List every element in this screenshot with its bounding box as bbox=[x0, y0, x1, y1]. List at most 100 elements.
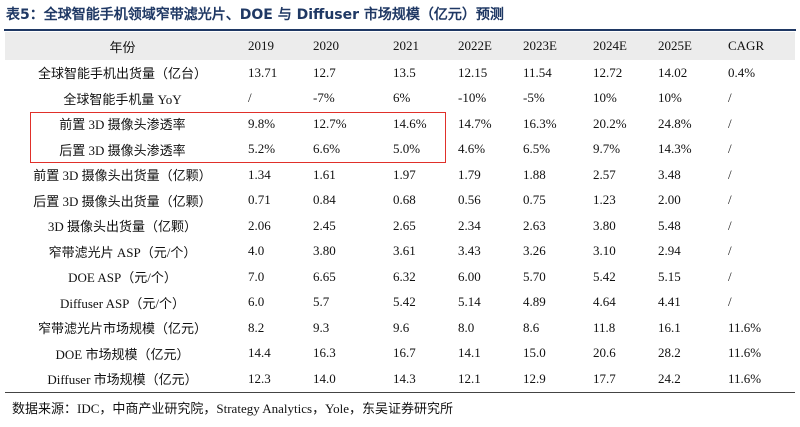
cell: -5% bbox=[523, 90, 545, 106]
table-row: Diffuser ASP（元/个） 6.0 5.7 5.42 5.14 4.89 4.64 4… bbox=[5, 290, 795, 316]
cell: 6.00 bbox=[458, 268, 481, 284]
cell: 3.61 bbox=[393, 243, 416, 259]
cell: 1.23 bbox=[593, 192, 616, 208]
cell: 2024E bbox=[585, 32, 650, 60]
cell: 20.2% bbox=[593, 115, 627, 131]
cell: 5.15 bbox=[658, 268, 681, 284]
cell: 9.6 bbox=[393, 319, 410, 335]
cell: 14.7% bbox=[458, 115, 492, 131]
table-row: DOE ASP（元/个） 7.0 6.65 6.32 6.00 5.70 5.42 5.15 / bbox=[5, 264, 795, 290]
cell: 11.6% bbox=[728, 319, 762, 335]
cell: 6.65 bbox=[313, 268, 336, 284]
cell: 2022E bbox=[450, 32, 515, 60]
cell: 14.4 bbox=[248, 345, 271, 361]
cell: / bbox=[728, 217, 732, 233]
cell: 2.34 bbox=[458, 217, 481, 233]
row-label: 前置 3D 摄像头出货量（亿颗） bbox=[33, 168, 212, 184]
row-label: Diffuser ASP（元/个） bbox=[59, 295, 186, 311]
cell: 6.0 bbox=[248, 294, 265, 310]
cell: 7.0 bbox=[248, 268, 265, 284]
table-row: 窄带滤光片 ASP（元/个） 4.0 3.80 3.61 3.43 3.26 3.10 2.9… bbox=[5, 239, 795, 265]
cell: 6.32 bbox=[393, 268, 416, 284]
cell: 12.15 bbox=[458, 64, 488, 80]
cell: 6.5% bbox=[523, 141, 551, 157]
cell: 4.41 bbox=[658, 294, 681, 310]
cell: 11.8 bbox=[593, 319, 616, 335]
cell: 9.8% bbox=[248, 115, 276, 131]
cell: 14.6% bbox=[393, 115, 427, 131]
table-row: 前置 3D 摄像头渗透率 9.8% 12.7% 14.6% 14.7% 16.3% 20.2… bbox=[5, 111, 795, 137]
cell: 14.1 bbox=[458, 345, 481, 361]
cell: 2.63 bbox=[523, 217, 546, 233]
cell: 16.7 bbox=[393, 345, 416, 361]
cell: 8.6 bbox=[523, 319, 540, 335]
cell: 10% bbox=[593, 90, 617, 106]
cell: 20.6 bbox=[593, 345, 616, 361]
table-row: 全球智能手机出货量（亿台） 13.71 12.7 13.5 12.15 11.54 12.7… bbox=[5, 60, 795, 86]
cell: 12.7% bbox=[313, 115, 347, 131]
cell: -10% bbox=[458, 90, 487, 106]
cell: 11.6% bbox=[728, 345, 762, 361]
cell: 2020 bbox=[305, 32, 385, 60]
cell: 2.94 bbox=[658, 243, 681, 259]
cell: 0.56 bbox=[458, 192, 481, 208]
cell: / bbox=[728, 141, 732, 157]
cell: 2023E bbox=[515, 32, 585, 60]
table-row: 全球智能手机量 YoY / -7% 6% -10% -5% 10% 10% / bbox=[5, 86, 795, 112]
cell: 1.88 bbox=[523, 166, 546, 182]
cell: 11.6% bbox=[720, 366, 795, 393]
header-row: 年份 2019 2020 2021 2022E 2023E 2024E 2025E CAGR bbox=[5, 32, 795, 60]
cell: 12.7 bbox=[313, 64, 336, 80]
cell: 9.3 bbox=[313, 319, 330, 335]
cell: 3.10 bbox=[593, 243, 616, 259]
cell: 16.3% bbox=[523, 115, 557, 131]
cell: 5.48 bbox=[658, 217, 681, 233]
row-label: 3D 摄像头出货量（亿颗） bbox=[47, 219, 198, 235]
row-label: 年份 bbox=[5, 32, 240, 60]
title-rule bbox=[4, 29, 796, 31]
cell: 2.57 bbox=[593, 166, 616, 182]
cell: 3.43 bbox=[458, 243, 481, 259]
cell: 14.3 bbox=[385, 366, 450, 393]
table-row: Diffuser 市场规模（亿元） 12.3 14.0 14.3 12.1 12.9 17.… bbox=[5, 366, 795, 393]
row-label: 前置 3D 摄像头渗透率 bbox=[59, 117, 186, 133]
cell: 8.0 bbox=[458, 319, 475, 335]
cell: 13.5 bbox=[393, 64, 416, 80]
cell: / bbox=[728, 90, 732, 106]
row-label: 窄带滤光片 ASP（元/个） bbox=[48, 244, 197, 260]
cell: / bbox=[728, 294, 732, 310]
cell: 24.2 bbox=[650, 366, 720, 393]
cell: 12.3 bbox=[240, 366, 305, 393]
cell: 2.06 bbox=[248, 217, 271, 233]
cell: 3.80 bbox=[313, 243, 336, 259]
cell: 5.2% bbox=[248, 141, 276, 157]
cell: / bbox=[728, 166, 732, 182]
cell: / bbox=[728, 268, 732, 284]
cell: 15.0 bbox=[523, 345, 546, 361]
cell: 12.9 bbox=[515, 366, 585, 393]
highlight-box bbox=[30, 112, 446, 163]
cell: 8.2 bbox=[248, 319, 265, 335]
table-row: 前置 3D 摄像头出货量（亿颗） 1.34 1.61 1.97 1.79 1.88 2.57… bbox=[5, 162, 795, 188]
cell: 5.70 bbox=[523, 268, 546, 284]
table-body: 全球智能手机出货量（亿台） 13.71 12.7 13.5 12.15 11.54 12.7… bbox=[5, 60, 795, 393]
table-row: DOE 市场规模（亿元） 14.4 16.3 16.7 14.1 15.0 20.6 28.2… bbox=[5, 341, 795, 367]
cell: 4.0 bbox=[248, 243, 265, 259]
row-label: Diffuser 市场规模（亿元） bbox=[5, 366, 240, 393]
cell: 28.2 bbox=[658, 345, 681, 361]
cell: / bbox=[728, 243, 732, 259]
row-label: 后置 3D 摄像头出货量（亿颗） bbox=[33, 193, 212, 209]
cell: 14.3% bbox=[658, 141, 692, 157]
cell: 11.54 bbox=[523, 64, 552, 80]
cell: 3.48 bbox=[658, 166, 681, 182]
cell: 4.6% bbox=[458, 141, 486, 157]
table-row: 后置 3D 摄像头渗透率 5.2% 6.6% 5.0% 4.6% 6.5% 9.7% 14.3… bbox=[5, 137, 795, 163]
cell: 16.3 bbox=[313, 345, 336, 361]
cell: 6% bbox=[393, 90, 411, 106]
cell: CAGR bbox=[720, 32, 795, 60]
cell: 12.1 bbox=[450, 366, 515, 393]
cell: 2021 bbox=[385, 32, 450, 60]
cell: 5.14 bbox=[458, 294, 481, 310]
table-row: 后置 3D 摄像头出货量（亿颗） 0.71 0.84 0.68 0.56 0.75 1.23… bbox=[5, 188, 795, 214]
